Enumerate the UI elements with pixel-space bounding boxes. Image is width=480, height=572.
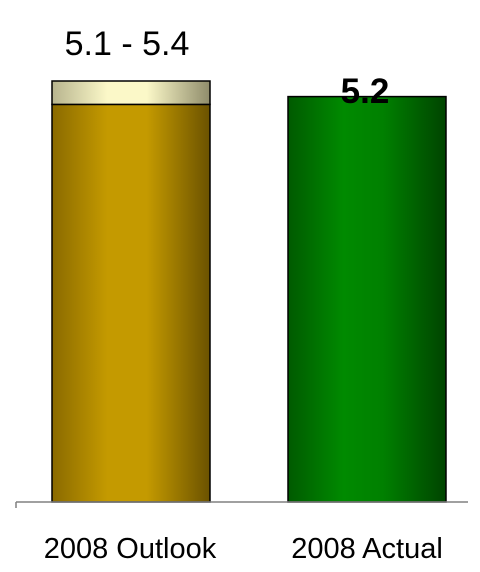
x-tick-label-actual: 2008 Actual [291,533,443,565]
bar-marks [51,80,447,503]
bar-outlook-base [51,103,211,503]
bar-actual [287,95,447,503]
data-label-actual-value: 5.2 [341,72,390,111]
x-tick-label-outlook: 2008 Outlook [44,533,217,565]
data-label-outlook-range: 5.1 - 5.4 [65,25,190,63]
bar-outlook-range [51,80,211,106]
